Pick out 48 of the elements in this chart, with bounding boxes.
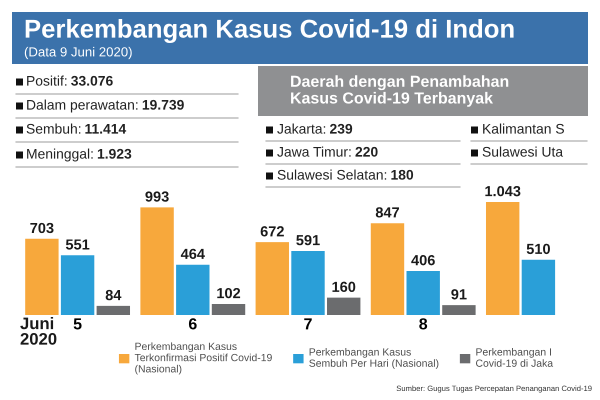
bar: [60, 255, 94, 315]
bar: [212, 304, 246, 315]
data-label: 84: [106, 290, 122, 300]
data-label: 91: [451, 289, 467, 300]
data-label: 510: [526, 244, 550, 254]
bar: [486, 202, 520, 315]
bar: [96, 306, 130, 315]
x-axis-title: Juni 2020: [20, 317, 56, 345]
text: Positif: 33.076: [27, 76, 113, 86]
data-label: 847: [376, 207, 400, 218]
text: Sulawesi Uta: [482, 146, 564, 157]
x-tick-label: 8: [419, 318, 428, 330]
legend-label: Perkembangan Kasus Sembuh Per Hari (Nasional): [309, 348, 438, 369]
x-tick-label: 5: [74, 318, 82, 330]
data-label: 591: [296, 234, 320, 246]
bar: [291, 250, 325, 315]
bar: [370, 223, 404, 315]
text: Sulawesi Selatan: 180: [278, 170, 414, 180]
data-label: 406: [411, 255, 435, 266]
bar: [176, 264, 210, 315]
legend-label: Perkembangan Kasus Terkonfirmasi Positif Covid-19 (Nasional): [134, 342, 272, 375]
text: Sembuh: 11.414: [26, 124, 126, 134]
bar: [522, 260, 556, 315]
data-label: 672: [260, 226, 284, 237]
text: Meninggal: 1.923: [27, 148, 132, 162]
bar: [140, 207, 174, 315]
data-label: 1.043: [485, 186, 520, 196]
x-tick-label: 7: [304, 318, 312, 330]
data-label: 102: [217, 288, 240, 298]
text: Dalam perawatan: 19.739: [27, 100, 184, 112]
legend-label: Perkembangan I Covid-19 di Jaka: [476, 348, 554, 367]
bar: [406, 270, 440, 315]
text: Jakarta: 239: [277, 124, 352, 134]
text: Kalimantan S: [483, 124, 564, 134]
data-label: 703: [30, 222, 54, 234]
data-label: 464: [180, 248, 205, 260]
data-label: 993: [145, 191, 169, 202]
bar: [25, 238, 59, 315]
chart-title: Perkembangan Kasus Covid-19 di Indon: [26, 18, 514, 44]
text: Daerah dengan Penambahan Kasus Covid-19 Terbanyak: [291, 75, 508, 107]
data-label: 551: [66, 239, 90, 250]
data-label: 160: [332, 282, 356, 292]
text: Jawa Timur: 220: [277, 146, 378, 157]
bar: [256, 242, 289, 315]
bar: [442, 305, 476, 315]
x-tick-label: 6: [188, 318, 197, 330]
chart-subtitle: (Data 9 Juni 2020): [24, 46, 132, 60]
bar: [327, 298, 360, 315]
